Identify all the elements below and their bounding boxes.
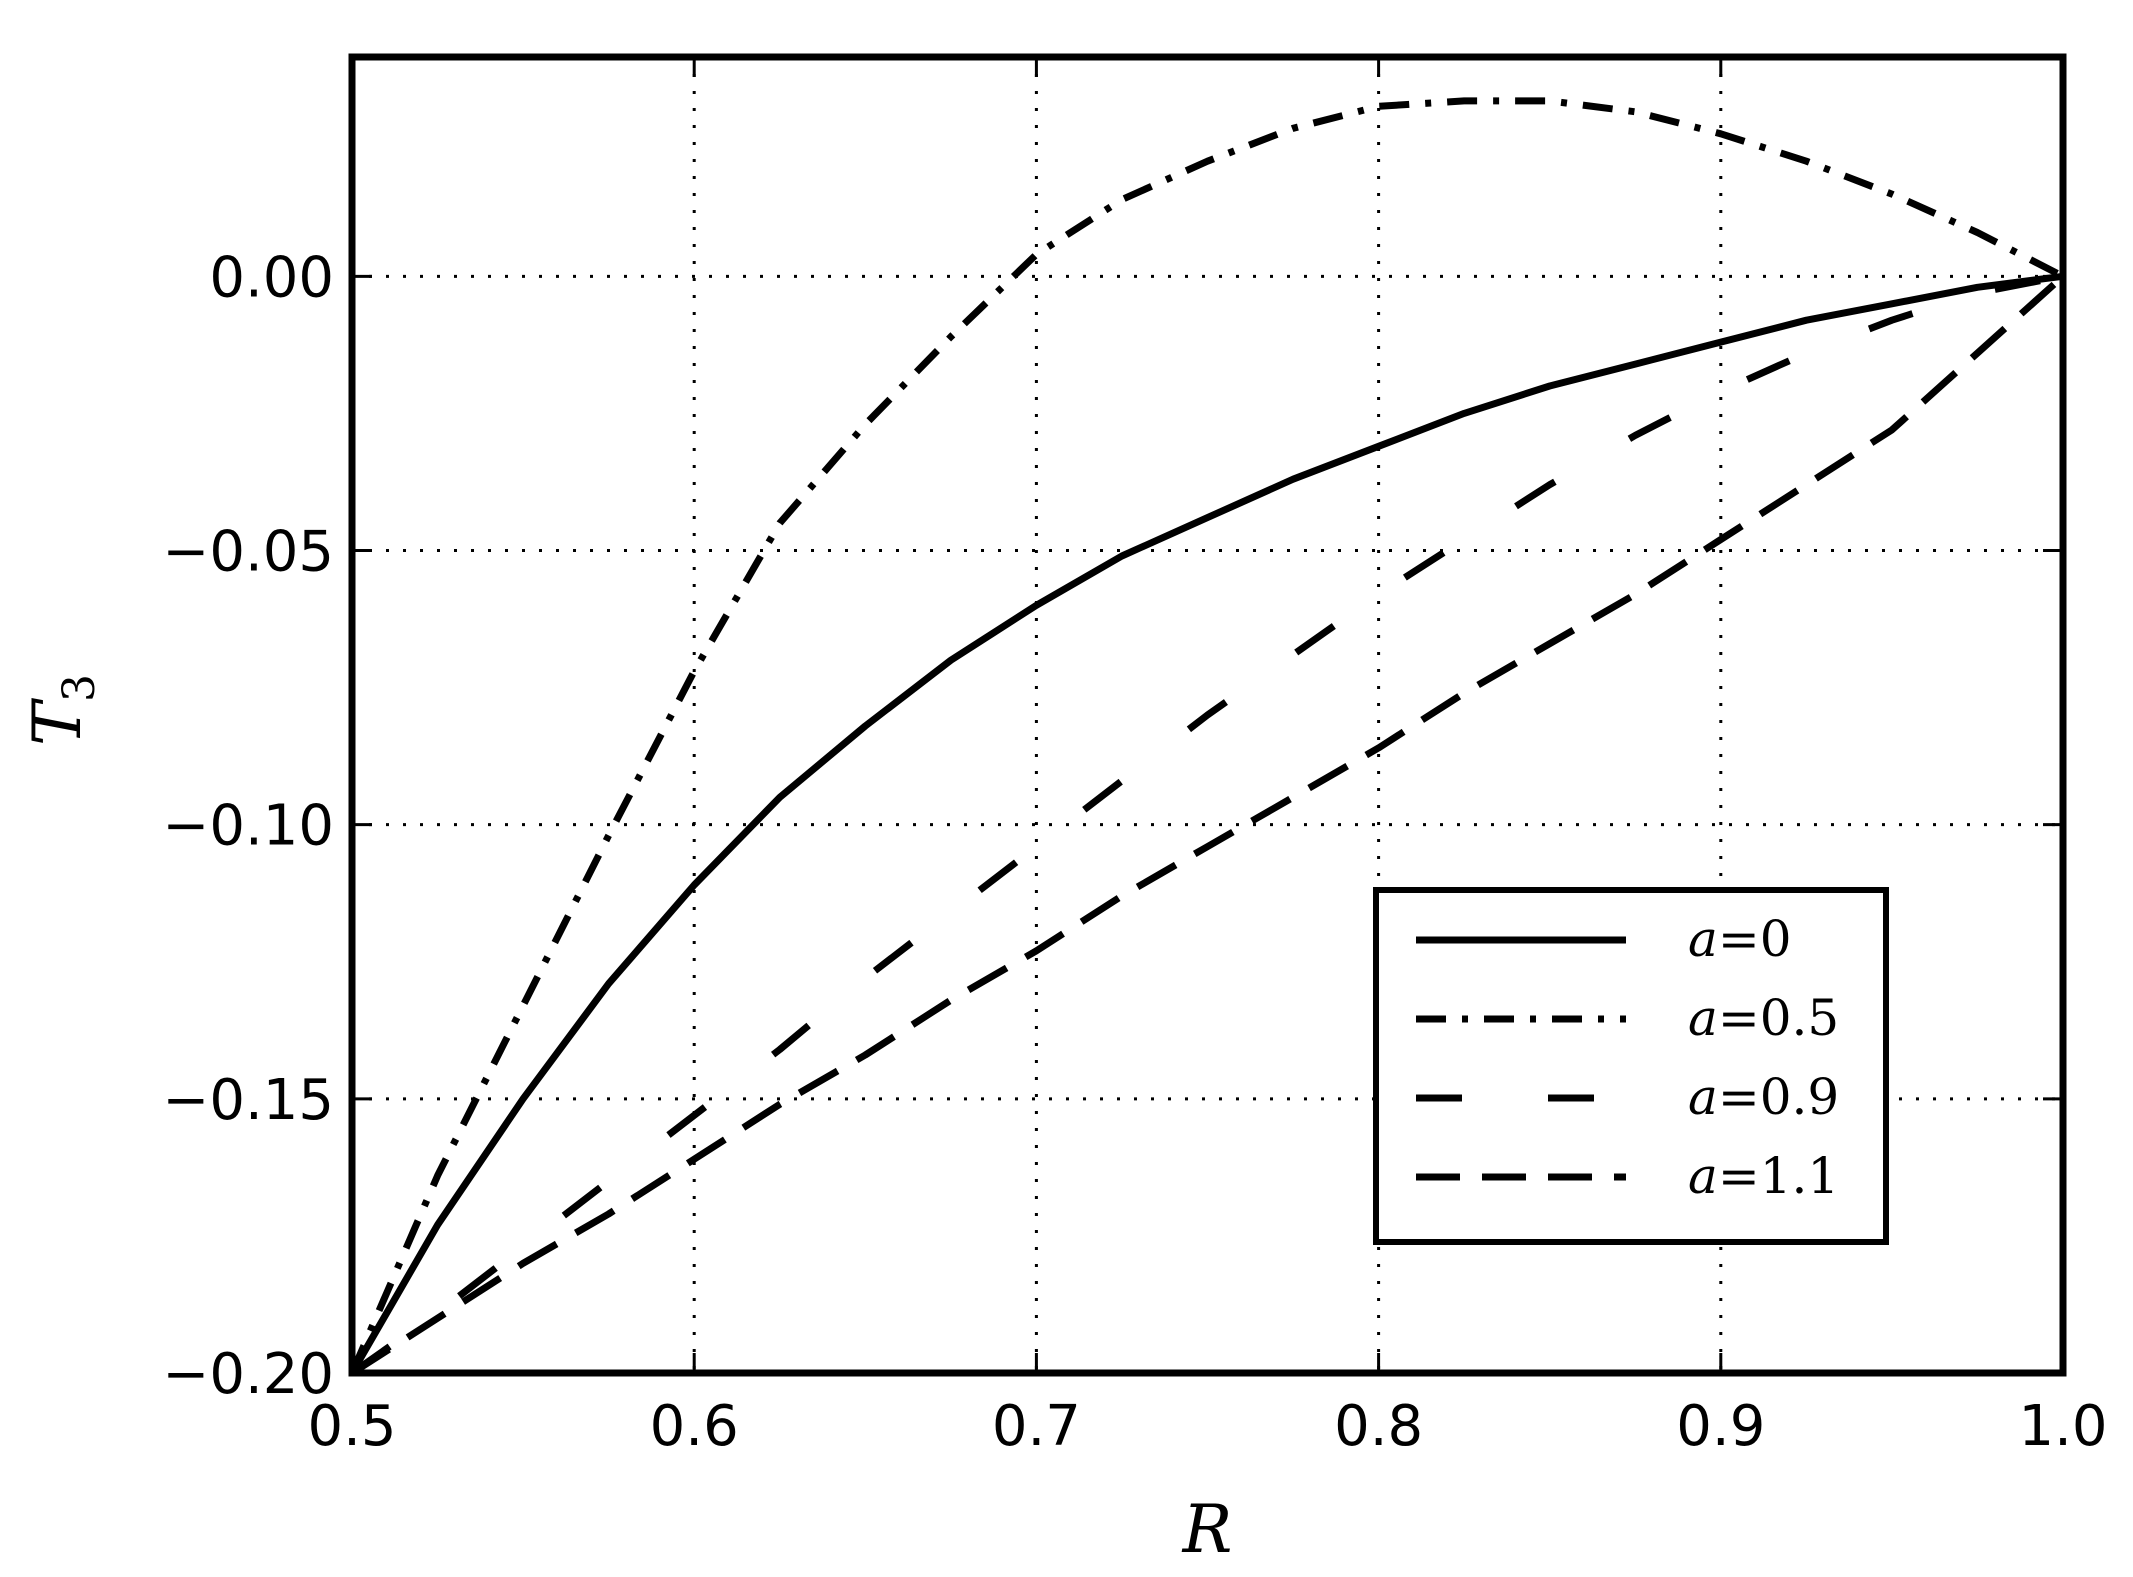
legend-item-2: a=0.5 (1416, 989, 1839, 1047)
x-tick-label: 0.8 (1334, 1394, 1423, 1459)
x-tick-label: 0.6 (650, 1394, 739, 1459)
series-line-2 (348, 97, 2065, 1375)
legend-label: a=0.9 (1688, 1068, 1839, 1126)
x-tick-label: 1.0 (2018, 1394, 2107, 1459)
legend-items: a=0 a=0.5 a=0.9 a=1.1 (1416, 910, 1839, 1205)
x-tick-label: 0.5 (307, 1394, 396, 1459)
x-axis-label: R (1182, 1491, 1233, 1568)
legend-label: a=0.5 (1688, 989, 1839, 1047)
x-tick-label: 0.9 (1676, 1394, 1765, 1459)
series-line-4 (350, 273, 2066, 1376)
y-axis-label-main: T (19, 697, 96, 746)
series-line-1 (348, 272, 2064, 1375)
svg-text:T3: T3 (19, 674, 105, 746)
y-axis-label: T3 (19, 674, 105, 746)
y-axis-label-subscript: 3 (54, 674, 105, 702)
y-tick-label: 0.00 (209, 245, 334, 310)
legend-item-3: a=0.9 (1416, 1068, 1839, 1126)
ticks (350, 57, 2065, 1375)
legend-label: a=0 (1688, 910, 1792, 968)
legend-item-1: a=0 (1416, 910, 1792, 968)
legend-label: a=1.1 (1688, 1147, 1839, 1205)
y-tick-label: −0.05 (162, 520, 334, 585)
tick-labels: 0.5 0.6 0.7 0.8 0.9 1.0 −0.20 −0.15 −0.10 −0.05 0.… (162, 245, 2107, 1459)
legend: a=0 a=0.5 a=0.9 a=1.1 (1373, 887, 1889, 1245)
series-layer (348, 97, 2066, 1376)
plot-frame (348, 53, 2067, 1377)
legend-box (1373, 887, 1889, 1245)
series-line-3 (349, 272, 2064, 1376)
y-tick-label: −0.10 (162, 794, 334, 859)
x-tick-label: 0.7 (992, 1394, 1081, 1459)
y-tick-label: −0.20 (162, 1342, 334, 1407)
legend-item-4: a=1.1 (1416, 1147, 1839, 1205)
y-tick-label: −0.15 (162, 1068, 334, 1133)
